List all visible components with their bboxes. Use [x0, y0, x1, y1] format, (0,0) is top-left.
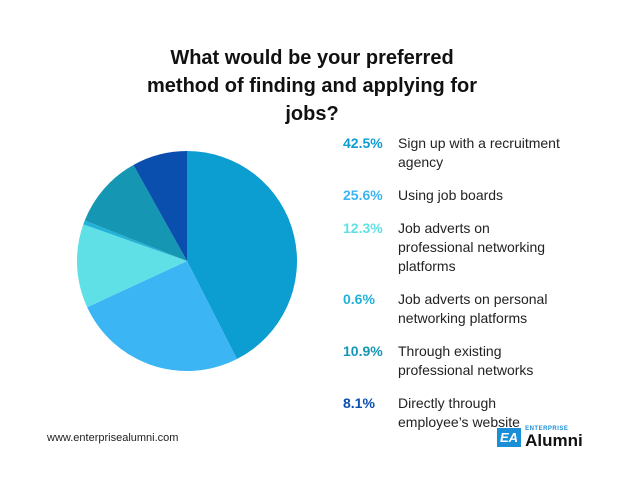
- legend-label: Job adverts on professional networking p…: [398, 220, 546, 274]
- legend: 42.5% Sign up with a recruitment agency 25…: [343, 134, 568, 432]
- legend-value: 25.6%: [343, 187, 383, 203]
- pie-chart: [76, 151, 297, 371]
- legend-value: 0.6%: [343, 291, 375, 307]
- pie-slice: [84, 164, 187, 261]
- legend-item: 25.6% Using job boards: [343, 186, 568, 205]
- legend-label: Sign up with a recruitment agency: [398, 135, 560, 170]
- pie-slice: [76, 224, 187, 308]
- legend-value: 8.1%: [343, 395, 375, 411]
- legend-item: 0.6% Job adverts on personal networking p…: [343, 290, 568, 328]
- chart-title: What would be your preferred method of f…: [147, 47, 477, 125]
- logo: EA ENTERPRISE Alumni: [497, 426, 583, 449]
- legend-value: 42.5%: [343, 135, 383, 151]
- legend-label: Using job boards: [398, 187, 504, 203]
- legend-item: 12.3% Job adverts on professional network…: [343, 219, 568, 276]
- legend-value: 12.3%: [343, 220, 383, 236]
- legend-item: 8.1% Directly through employee’s website: [343, 394, 568, 432]
- pie-slice: [87, 261, 237, 371]
- legend-item: 10.9% Through existing professional netwo…: [343, 342, 568, 380]
- legend-value: 10.9%: [343, 343, 383, 359]
- footer-url: www.enterprisealumni.com: [47, 432, 179, 444]
- legend-label: Through existing professional networks: [398, 343, 534, 378]
- logo-name: Alumni: [525, 431, 583, 450]
- logo-badge: EA: [497, 428, 522, 447]
- legend-item: 42.5% Sign up with a recruitment agency: [343, 134, 568, 172]
- logo-text: ENTERPRISE Alumni: [525, 426, 583, 449]
- pie-slice: [133, 151, 187, 261]
- pie-slice: [187, 151, 297, 360]
- legend-label: Job adverts on personal networking platf…: [398, 291, 548, 326]
- legend-label: Directly through employee’s website: [398, 395, 520, 430]
- logo-top: ENTERPRISE: [525, 426, 569, 432]
- pie-slice: [83, 220, 187, 261]
